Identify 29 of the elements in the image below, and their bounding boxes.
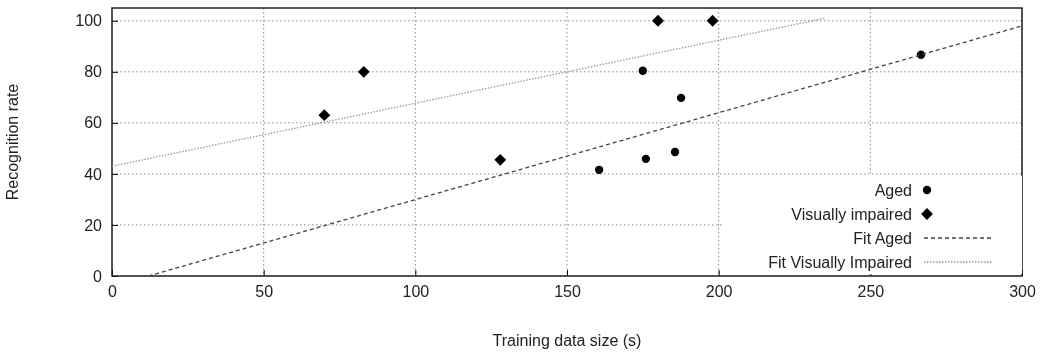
x-axis-title: Training data size (s): [492, 332, 642, 349]
point: [357, 65, 370, 78]
y-tick-label: 0: [93, 267, 103, 285]
legend-label: Visually impaired: [791, 206, 912, 223]
point: [494, 153, 507, 166]
legend-label: Aged: [874, 182, 912, 199]
x-tick-label: 50: [255, 283, 274, 301]
y-tick-label: 80: [84, 63, 103, 81]
x-tick-label: 300: [1009, 283, 1036, 301]
y-tick-label: 100: [75, 12, 103, 30]
point: [594, 165, 604, 174]
y-tick-label: 60: [84, 114, 103, 132]
x-tick-label: 200: [705, 283, 733, 301]
y-tick-label: 20: [84, 216, 103, 234]
point: [652, 14, 664, 27]
legend-label: Fit Visually Impaired: [768, 254, 912, 271]
x-tick-label: 100: [402, 283, 430, 301]
point: [670, 147, 680, 157]
x-tick-label: 0: [108, 283, 118, 301]
point: [676, 93, 686, 103]
point: [641, 154, 651, 164]
y-axis-title: Recognition rate: [4, 83, 21, 201]
y-tick-label: 40: [84, 165, 103, 183]
point: [318, 109, 331, 122]
legend-label: Fit Aged: [853, 230, 912, 247]
x-tick-label: 150: [554, 283, 581, 301]
x-tick-label: 250: [857, 283, 885, 301]
point: [638, 66, 648, 75]
point: [706, 14, 719, 27]
